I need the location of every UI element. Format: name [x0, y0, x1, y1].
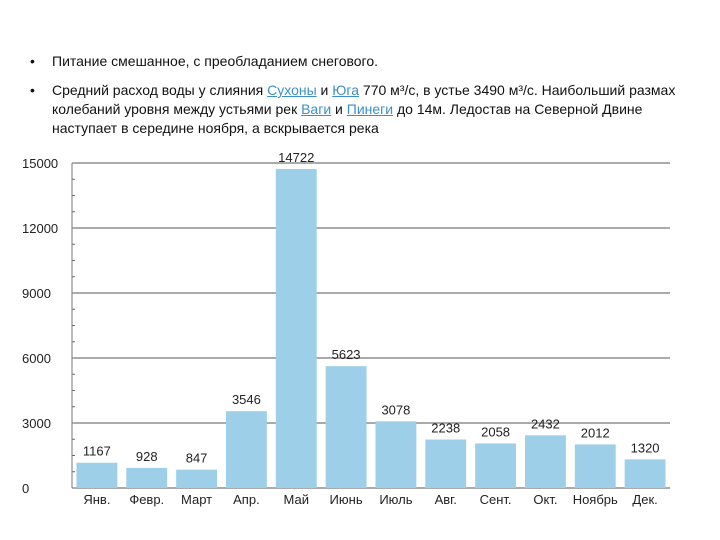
- bullet-text: Питание смешанное, с преобладанием снего…: [52, 53, 379, 69]
- y-tick-label: 15000: [22, 156, 58, 171]
- x-tick-label: Апр.: [233, 492, 260, 507]
- bar: [225, 411, 267, 488]
- data-label: 1320: [631, 440, 660, 455]
- bar: [176, 469, 218, 488]
- bar: [325, 366, 367, 488]
- data-label: 14722: [278, 150, 314, 165]
- x-tick-label: Дек.: [632, 492, 657, 507]
- data-label: 1167: [83, 444, 111, 459]
- data-label: 2058: [481, 424, 510, 439]
- data-label: 2238: [431, 421, 460, 436]
- bullet-text: и: [331, 101, 347, 117]
- y-tick-label: 6000: [22, 351, 51, 366]
- y-tick-label: 9000: [22, 286, 51, 301]
- bar: [574, 444, 616, 488]
- bullet-text: 770 м³/с, в устье 3490 м³/с. Наибольший …: [52, 82, 676, 117]
- bullet-dot: •: [30, 53, 35, 69]
- x-tick-label: Янв.: [83, 492, 110, 507]
- bullet-text: Средний расход воды у слияния: [52, 82, 268, 98]
- bar: [475, 443, 517, 488]
- data-label: 3546: [232, 392, 261, 407]
- x-tick-label: Март: [181, 492, 212, 507]
- x-tick-label: Окт.: [533, 492, 557, 507]
- bar: [425, 439, 467, 488]
- bullet-dot: •: [30, 82, 35, 98]
- river-link[interactable]: Сухоны: [267, 82, 317, 98]
- data-label: 2432: [531, 416, 560, 431]
- bullet-item: • Средний расход воды у слияния Сухоны и …: [30, 81, 690, 138]
- bar: [524, 435, 566, 488]
- y-tick-label: 0: [22, 481, 29, 496]
- river-link[interactable]: Ваги: [301, 101, 332, 117]
- data-label: 847: [186, 451, 208, 466]
- x-tick-label: Авг.: [435, 492, 457, 507]
- bar: [375, 421, 417, 488]
- x-tick-label: Ноябрь: [573, 492, 618, 507]
- bullet-text: до 14м. Ледостав на Северной Двине насту…: [52, 101, 643, 136]
- river-link[interactable]: Юга: [332, 82, 360, 98]
- x-tick-label: Февр.: [129, 492, 164, 507]
- data-label: 2012: [581, 425, 610, 440]
- data-label: 5623: [332, 347, 361, 362]
- y-tick-label: 12000: [22, 221, 58, 236]
- x-tick-label: Сент.: [480, 492, 512, 507]
- bar: [126, 467, 168, 488]
- data-label: 928: [136, 449, 158, 464]
- x-tick-label: Июнь: [330, 492, 363, 507]
- bar: [624, 459, 666, 488]
- bar: [275, 169, 317, 489]
- bullet-item: • Питание смешанное, с преобладанием снег…: [30, 52, 690, 71]
- river-link[interactable]: Пинеги: [346, 101, 394, 117]
- bullet-list: • Питание смешанное, с преобладанием снег…: [30, 52, 690, 148]
- y-tick-label: 3000: [22, 416, 51, 431]
- x-tick-label: Май: [284, 492, 309, 507]
- x-tick-label: Июль: [379, 492, 412, 507]
- bullet-text: и: [316, 82, 333, 98]
- bar: [76, 462, 118, 488]
- data-label: 3078: [381, 402, 410, 417]
